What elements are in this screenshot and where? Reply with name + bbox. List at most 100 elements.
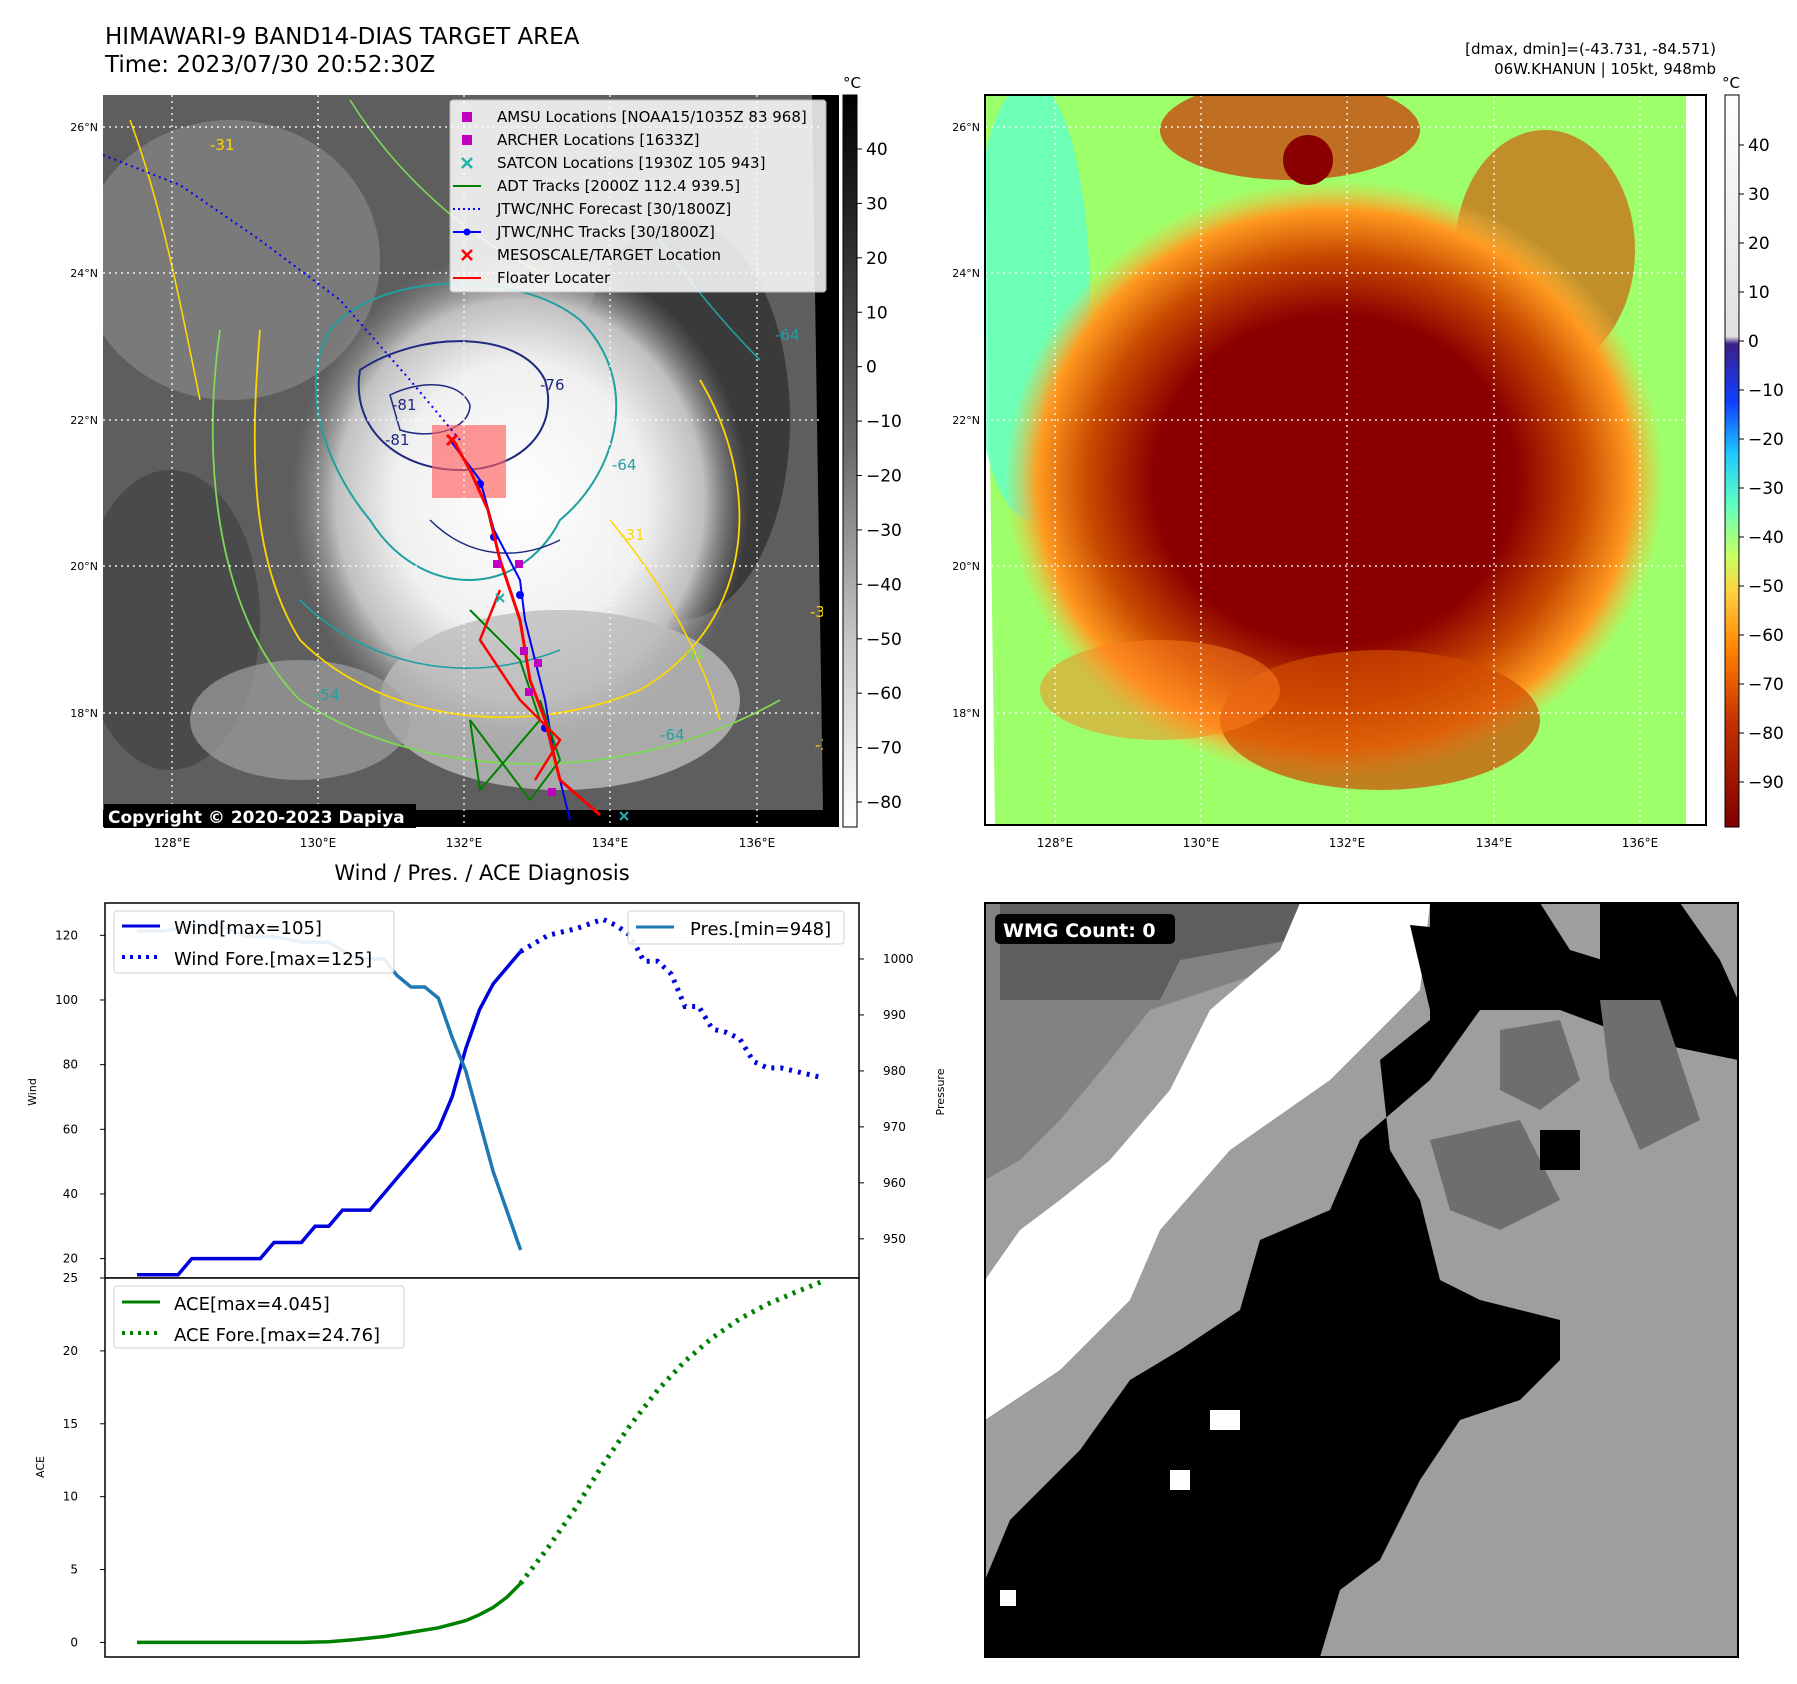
pressure-tick-label: 950	[883, 1232, 906, 1246]
lat-tick-label: 26°N	[70, 121, 98, 134]
contour-label: -31	[815, 736, 840, 754]
storm-info: 06W.KHANUN | 105kt, 948mb	[1494, 60, 1716, 78]
colorbar-tick-label: −70	[1748, 675, 1784, 695]
wind-tick-label: 100	[55, 993, 78, 1007]
legend-label: AMSU Locations [NOAA15/1035Z 83 968]	[497, 108, 807, 126]
lon-tick-label: 136°E	[1622, 836, 1659, 850]
lat-tick-label: 22°N	[952, 414, 980, 427]
wind-tick-label: 120	[55, 928, 78, 942]
pressure-tick-label: 980	[883, 1064, 906, 1078]
legend-label: JTWC/NHC Tracks [30/1800Z]	[496, 223, 715, 241]
colorbar-tick-label: 10	[1748, 283, 1770, 303]
wind-tick-label: 40	[63, 1187, 78, 1201]
legend-label: ADT Tracks [2000Z 112.4 939.5]	[497, 177, 740, 195]
figure-title: HIMAWARI-9 BAND14-DIAS TARGET AREA	[105, 24, 580, 50]
color-ir-axes: 26°N 24°N 22°N 20°N 18°N 128°E 130°E 132°E 134°E…	[952, 121, 1658, 850]
colorbar-tick-label: −60	[1748, 626, 1784, 646]
legend-ace: ACE[max=4.045]	[174, 1294, 330, 1315]
lon-tick-label: 132°E	[1329, 836, 1366, 850]
ace-axis-label: ACE	[34, 1456, 47, 1478]
wind-axis-label: Wind	[26, 1078, 39, 1106]
legend-label: MESOSCALE/TARGET Location	[497, 246, 721, 264]
lat-tick-label: 20°N	[70, 560, 98, 573]
colorbar-tick-label: −30	[1748, 479, 1784, 499]
copyright-text: Copyright © 2020-2023 Dapiya	[108, 808, 405, 828]
colorbar-tick-label: 20	[866, 249, 888, 269]
colorbar-tick-label: 30	[1748, 185, 1770, 205]
colorbar-tick-label: −10	[866, 412, 902, 432]
legend-label: SATCON Locations [1930Z 105 943]	[497, 154, 765, 172]
lon-tick-label: 132°E	[446, 836, 483, 850]
ace-tick-label: 5	[70, 1563, 78, 1577]
contour-label: -81	[385, 431, 410, 449]
contour-label: -76	[540, 376, 565, 394]
lat-tick-label: 26°N	[952, 121, 980, 134]
colorbar-tick-label: −20	[866, 467, 902, 487]
lon-tick-label: 128°E	[154, 836, 191, 850]
contour-label: -64	[660, 726, 685, 744]
lon-tick-label: 134°E	[1476, 836, 1513, 850]
colorbar-tick-label: 30	[866, 194, 888, 214]
colorbar-tick-label: −50	[866, 630, 902, 650]
ace-tick-label: 20	[63, 1344, 78, 1358]
legend-marker	[461, 157, 473, 169]
dmax-dmin-readout: [dmax, dmin]=(-43.731, -84.571)	[1465, 40, 1716, 58]
lat-tick-label: 24°N	[952, 267, 980, 280]
pressure-tick-label: 960	[883, 1176, 906, 1190]
lon-tick-label: 134°E	[592, 836, 629, 850]
colorbar-left-unit: °C	[843, 74, 861, 92]
legend-wind: Wind[max=105]	[174, 918, 322, 939]
ace-tick-label: 0	[70, 1635, 78, 1649]
colorbar-tick-label: −70	[866, 739, 902, 759]
contour-label: -54	[315, 686, 340, 704]
ace-tick-label: 15	[63, 1417, 78, 1431]
pressure-legend: Pres.[min=948]	[627, 910, 845, 945]
colorbar-tick-label: 20	[1748, 234, 1770, 254]
colorbar-tick-label: −40	[866, 575, 902, 595]
pressure-tick-label: 1000	[883, 952, 914, 966]
wind-tick-label: 20	[63, 1252, 78, 1266]
legend-marker	[462, 112, 472, 122]
lon-tick-label: 130°E	[1183, 836, 1220, 850]
legend-pressure: Pres.[min=948]	[690, 919, 831, 940]
ace-series-line-0	[137, 1582, 522, 1645]
contour-label: -31	[210, 136, 235, 154]
lat-tick-label: 20°N	[952, 560, 980, 573]
colorbar-tick-label: −90	[1748, 773, 1784, 793]
ace-tick-label: 25	[63, 1271, 78, 1285]
contour-label: -31	[810, 603, 835, 621]
series-line-1	[519, 916, 823, 1081]
contour-label: -81	[392, 396, 417, 414]
ir-map-panel: -31 -81 -76 -81 -64 -54 -31 -31 -54 -64 …	[103, 95, 840, 828]
colorbar-tick-label: −10	[1748, 381, 1784, 401]
wmg-count-text: WMG Count: 0	[1003, 920, 1156, 942]
ace-legend: ACE[max=4.045] ACE Fore.[max=24.76]	[113, 1285, 405, 1349]
colorbar-tick-label: −40	[1748, 528, 1784, 548]
wmg-count-badge	[995, 914, 1175, 944]
colorbar-tick-label: 40	[1748, 136, 1770, 156]
lat-tick-label: 24°N	[70, 267, 98, 280]
colorbar-tick-label: 0	[866, 358, 877, 378]
legend-marker	[463, 228, 471, 236]
color-ir-panel	[984, 94, 1707, 826]
pressure-tick-label: 990	[883, 1008, 906, 1022]
legend-wind-forecast: Wind Fore.[max=125]	[174, 949, 372, 970]
legend-label: ARCHER Locations [1633Z]	[497, 131, 700, 149]
colorbar-tick-label: −80	[866, 793, 902, 813]
ir-map-axes: 26°N 24°N 22°N 20°N 18°N 128°E 130°E 132°E 134°E…	[70, 121, 775, 850]
series-line-0	[137, 950, 522, 1277]
lat-tick-label: 22°N	[70, 414, 98, 427]
legend-label: Floater Locater	[497, 269, 611, 287]
legend-ace-forecast: ACE Fore.[max=24.76]	[174, 1325, 380, 1346]
colorbar-tick-label: −20	[1748, 430, 1784, 450]
wind-tick-label: 80	[63, 1058, 78, 1072]
contour-label: -54	[680, 646, 705, 664]
colorbar-right-unit: °C	[1722, 74, 1740, 92]
contour-label: -64	[775, 326, 800, 344]
pressure-axis-label: Pressure	[934, 1068, 947, 1115]
pressure-tick-label: 970	[883, 1120, 906, 1134]
lon-tick-label: 136°E	[739, 836, 776, 850]
wind-legend: Wind[max=105] Wind Fore.[max=125]	[113, 910, 395, 974]
legend-marker	[461, 249, 473, 261]
